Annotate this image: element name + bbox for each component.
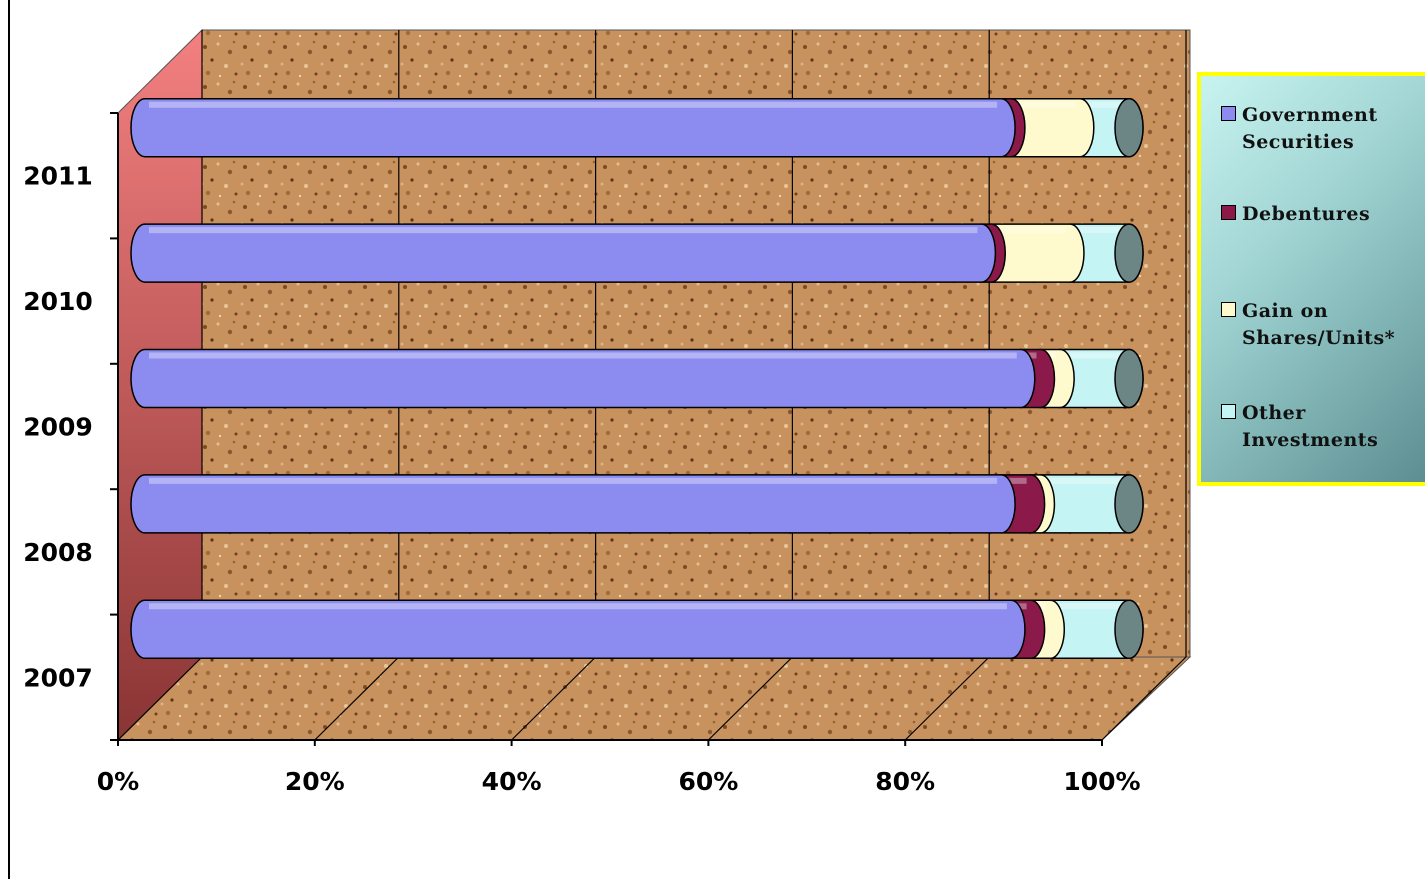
y-tick-label: 2009 [23, 413, 93, 442]
bar-group-2010 [130, 223, 1144, 283]
x-tick-label: 40% [482, 767, 542, 796]
legend-swatch [1221, 302, 1236, 317]
legend-item-government-securities: Government Securities [1221, 102, 1378, 156]
legend-swatch [1221, 205, 1236, 220]
gridline-floor [1101, 656, 1187, 741]
bar-group-2008 [130, 474, 1144, 534]
bar-group-2007 [130, 599, 1144, 660]
legend-item-gain-on-shares: Gain on Shares/Units* [1221, 298, 1395, 352]
y-tick-label: 2011 [23, 162, 93, 191]
x-tick-label: 20% [285, 767, 345, 796]
gridline-floor [707, 656, 793, 741]
x-tick-label: 60% [678, 767, 738, 796]
legend-item-debentures: Debentures [1221, 201, 1370, 228]
y-tick-label: 2007 [23, 663, 93, 692]
y-tick-label: 2010 [23, 287, 93, 316]
legend-label: Other Investments [1242, 402, 1379, 451]
bar-end-cap-2011 [1114, 97, 1144, 158]
bar-end-cap-2007 [1114, 599, 1144, 660]
x-tick-label: 0% [97, 767, 139, 796]
bar-group-2011 [130, 97, 1144, 158]
legend: Government Securities Debentures Gain on… [1197, 72, 1425, 486]
bar-end-cap-2008 [1114, 474, 1144, 534]
bars [130, 97, 1144, 660]
floor [116, 656, 1192, 741]
legend-item-other-investments: Other Investments [1221, 400, 1378, 454]
legend-label: Gain on Shares/Units* [1242, 300, 1396, 349]
gridline-floor [314, 656, 400, 741]
gridline-floor [904, 656, 990, 741]
gridline-floor [117, 656, 203, 741]
bar-segment-2007-0 [130, 599, 1026, 660]
legend-label: Government Securities [1242, 104, 1378, 153]
bar-group-2009 [130, 348, 1144, 409]
gridline-floor [511, 656, 597, 741]
bar-end-cap-2009 [1114, 348, 1144, 409]
y-ticks: 2007 2008 2009 2010 2011 [23, 112, 118, 741]
bar-end-cap-2010 [1114, 223, 1144, 283]
x-tick-label: 100% [1063, 767, 1140, 796]
y-tick-label: 2008 [23, 538, 93, 567]
bar-segment-2011-0 [130, 97, 1016, 158]
x-tick-label: 80% [875, 767, 935, 796]
bar-segment-2008-0 [130, 474, 1016, 534]
legend-swatch [1221, 404, 1236, 419]
legend-label: Debentures [1242, 203, 1371, 225]
bar-segment-2009-0 [130, 348, 1036, 409]
bar-segment-2010-0 [130, 223, 997, 283]
legend-swatch [1221, 106, 1236, 121]
left-frame-line [8, 0, 10, 879]
x-ticks: 0% 20% 40% 60% 80% 100% [97, 740, 1141, 796]
